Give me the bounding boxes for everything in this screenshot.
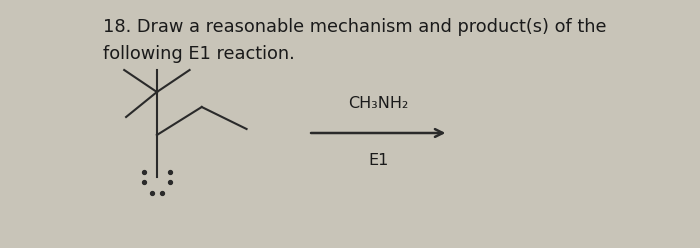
Text: E1: E1 [368, 153, 388, 168]
Text: following E1 reaction.: following E1 reaction. [103, 45, 295, 63]
Text: 18. Draw a reasonable mechanism and product(s) of the: 18. Draw a reasonable mechanism and prod… [103, 18, 606, 36]
Text: CH₃NH₂: CH₃NH₂ [348, 96, 408, 111]
